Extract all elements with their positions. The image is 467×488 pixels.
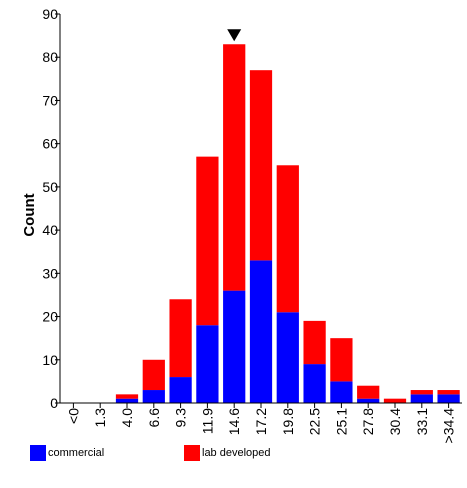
x-tick-label-11: 27.8: [360, 408, 376, 435]
bar-commercial-7: [249, 260, 273, 403]
x-tick-label-14: >34.4: [441, 408, 457, 444]
bar-lab-developed-6: [223, 44, 246, 291]
bar-lab-developed-5: [196, 156, 219, 326]
x-tick-label-9: 22.5: [307, 408, 323, 435]
x-tick-label-10: 25.1: [333, 408, 349, 435]
x-tick-label-3: 6.6: [146, 408, 162, 428]
x-tick-label-1: 1.3: [92, 408, 108, 428]
bar-commercial-4: [169, 377, 192, 403]
y-tick-label-70: 70: [42, 92, 58, 108]
y-tick-label-30: 30: [42, 265, 58, 281]
bar-commercial-10: [330, 381, 353, 403]
x-tick-label-13: 33.1: [414, 408, 430, 435]
y-tick-label-20: 20: [42, 309, 58, 325]
bar-lab-developed-4: [169, 299, 192, 378]
legend-item-lab-developed: lab developed: [184, 445, 271, 461]
bar-commercial-14: [437, 394, 460, 403]
bar-commercial-6: [223, 290, 246, 403]
bar-lab-developed-12: [383, 398, 407, 403]
bar-commercial-2: [115, 398, 139, 403]
y-tick-label-0: 0: [50, 395, 58, 411]
bar-lab-developed-3: [142, 359, 165, 391]
bar-commercial-3: [142, 390, 165, 403]
plot-area: 0 10 20 30 40 50 60 70 80 90 <0 1.3 4.0 6.6 9.3 11.9 14.…: [42, 6, 462, 443]
x-tick-label-6: 14.6: [226, 408, 242, 435]
x-tick-label-12: 30.4: [387, 408, 403, 435]
x-tick-label-4: 9.3: [173, 408, 189, 428]
y-tick-label-10: 10: [42, 352, 58, 368]
bar-commercial-9: [303, 364, 326, 403]
legend-swatch-commercial: [30, 445, 46, 461]
legend-label-commercial: commercial: [48, 447, 105, 459]
y-axis-label: Count: [21, 193, 38, 236]
x-tick-label-2: 4.0: [119, 408, 135, 428]
x-tick-label-7: 17.2: [253, 408, 269, 435]
x-tick-label-0: <0: [65, 408, 81, 424]
bar-lab-developed-9: [303, 320, 326, 365]
bar-lab-developed-7: [249, 70, 273, 261]
y-tick-label-40: 40: [42, 222, 58, 238]
bar-lab-developed-8: [276, 165, 299, 313]
bar-lab-developed-10: [330, 338, 353, 382]
bar-lab-developed-11: [357, 385, 380, 399]
bar-commercial-13: [410, 394, 433, 403]
legend-label-lab-developed: lab developed: [202, 447, 271, 459]
y-tick-label-90: 90: [42, 6, 58, 22]
y-tick-label-80: 80: [42, 49, 58, 65]
legend: commercial lab developed: [0, 445, 467, 475]
y-tick-label-50: 50: [42, 179, 58, 195]
x-tick-label-8: 19.8: [280, 408, 296, 435]
bar-lab-developed-2: [115, 394, 139, 399]
legend-item-commercial: commercial: [30, 445, 104, 461]
y-tick-label-60: 60: [42, 136, 58, 152]
bar-commercial-5: [196, 325, 219, 403]
bar-lab-developed-14: [437, 390, 460, 395]
bar-commercial-11: [357, 398, 380, 403]
marker-triangle-down: [227, 29, 242, 42]
x-tick-label-5: 11.9: [199, 408, 215, 434]
legend-swatch-lab-developed: [184, 445, 200, 461]
bar-lab-developed-13: [410, 390, 433, 395]
bar-commercial-8: [276, 312, 299, 403]
